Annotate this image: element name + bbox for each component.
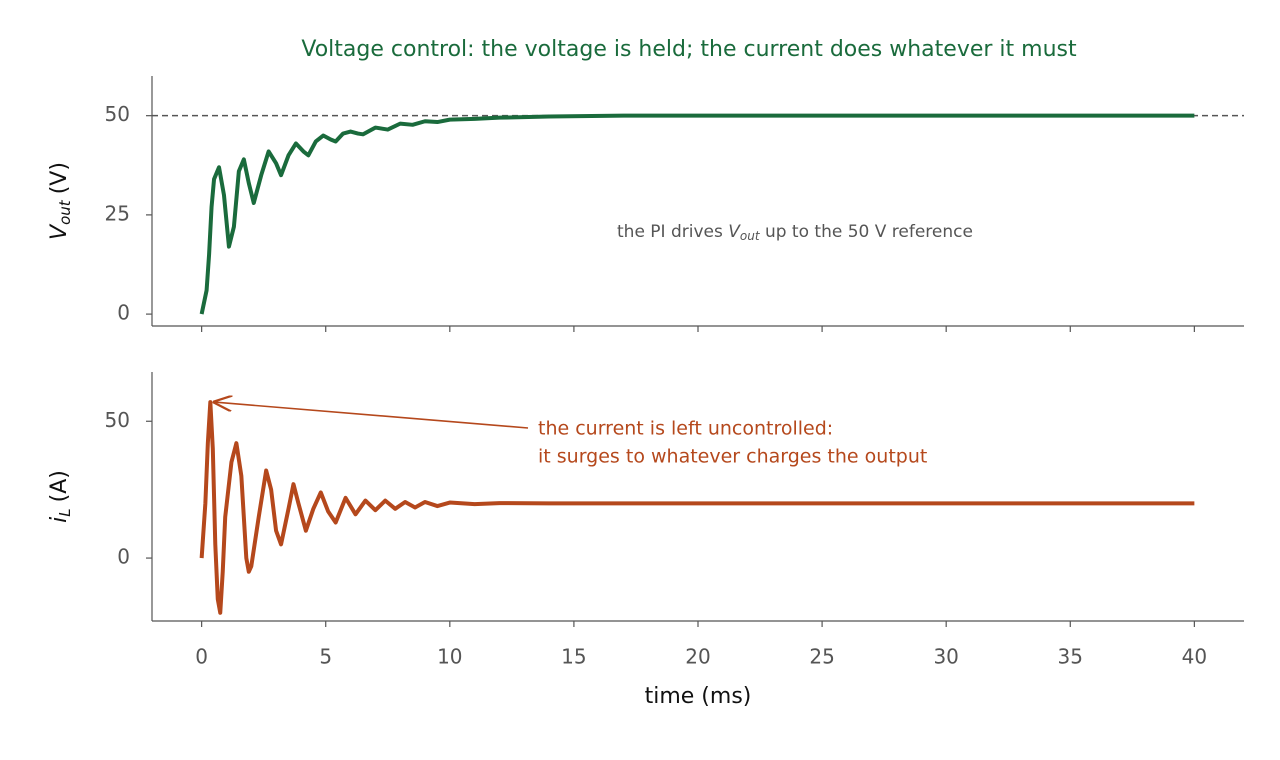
x-tick-label: 35 bbox=[1058, 645, 1083, 669]
line bbox=[199, 113, 1195, 315]
y-label-subscript: L bbox=[56, 508, 74, 516]
line bbox=[199, 400, 1195, 615]
y-tick-label: 0 bbox=[117, 545, 130, 569]
x-tick-label: 20 bbox=[685, 645, 710, 669]
annotation-part: the PI drives bbox=[617, 222, 728, 242]
annotation: the current is left uncontrolled: bbox=[538, 418, 833, 440]
y-label-unit: (V) bbox=[47, 162, 72, 194]
y-label-symbol: V bbox=[47, 223, 72, 240]
annotation-part: out bbox=[740, 229, 761, 243]
annotation: it surges to whatever charges the output bbox=[538, 446, 927, 468]
annotation-part: V bbox=[728, 222, 741, 242]
y-tick-label: 0 bbox=[117, 301, 130, 325]
annotation: the PI drives Vout up to the 50 V refere… bbox=[617, 222, 973, 243]
x-tick-label: 0 bbox=[195, 645, 208, 669]
y-tick-label: 25 bbox=[105, 201, 130, 225]
y-axis-label: iL (A) bbox=[47, 470, 74, 523]
y-axis-label: Vout (V) bbox=[47, 162, 74, 240]
y-label-unit: (A) bbox=[47, 470, 72, 502]
annotation-arrow bbox=[214, 402, 529, 429]
x-tick-label: 40 bbox=[1182, 645, 1207, 669]
y-tick-label: 50 bbox=[105, 102, 130, 126]
x-tick-label: 30 bbox=[933, 645, 958, 669]
chart-title: Voltage control: the voltage is held; th… bbox=[301, 37, 1077, 62]
x-tick-label: 5 bbox=[319, 645, 332, 669]
y-label-subscript: out bbox=[56, 199, 74, 225]
x-tick-label: 15 bbox=[561, 645, 586, 669]
annotation-part: up to the 50 V reference bbox=[760, 222, 973, 242]
x-axis-label: time (ms) bbox=[645, 684, 752, 709]
y-tick-label: 50 bbox=[105, 408, 130, 432]
y-label-symbol: i bbox=[47, 517, 72, 523]
x-tick-label: 10 bbox=[437, 645, 462, 669]
x-tick-label: 25 bbox=[809, 645, 834, 669]
